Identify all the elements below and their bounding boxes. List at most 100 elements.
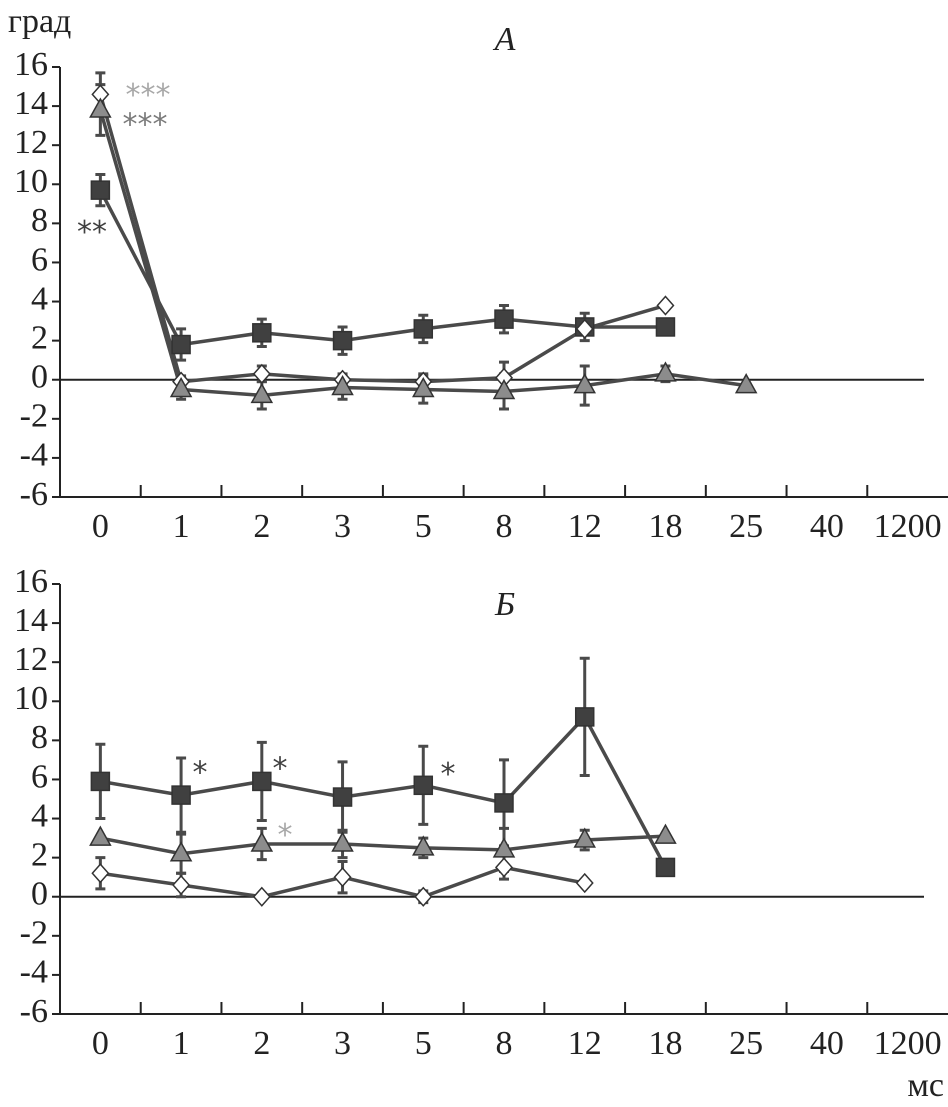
marker-triangle — [492, 378, 516, 400]
x-tick-label: 8 — [496, 508, 513, 545]
y-tick-label: 16 — [14, 563, 48, 600]
x-axis-label: мс — [907, 1067, 944, 1104]
x-tick-label: 1 — [173, 508, 190, 545]
x-tick-label: 40 — [810, 508, 844, 545]
marker-triangle — [250, 831, 274, 852]
marker-square — [252, 323, 272, 343]
series-line — [98, 109, 747, 398]
annotation: * — [273, 751, 288, 786]
marker-diamond — [172, 874, 191, 896]
x-tick-label: 5 — [415, 508, 432, 545]
x-tick-label: 1200 — [874, 1025, 942, 1062]
y-tick-label: 2 — [31, 836, 48, 873]
y-tick-label: -4 — [20, 437, 48, 474]
annotation: ** — [77, 215, 107, 250]
y-tick-label: 8 — [31, 202, 48, 239]
y-tick-label: 10 — [14, 163, 48, 200]
x-tick-label: 12 — [568, 1025, 602, 1062]
x-tick-label: 18 — [648, 1025, 682, 1062]
marker-diamond — [333, 867, 352, 888]
y-tick-label: 12 — [14, 641, 48, 678]
y-axis-label: град — [8, 3, 71, 40]
x-tick-label: 3 — [334, 1025, 351, 1062]
marker-triangle — [573, 827, 597, 848]
x-tick-label: 40 — [810, 1025, 844, 1062]
annotation: * — [441, 757, 456, 792]
x-tick-label: 5 — [415, 1025, 432, 1062]
y-tick-label: 4 — [31, 280, 48, 317]
series-line — [100, 834, 666, 856]
y-tick-label: -4 — [20, 954, 48, 991]
y-tick-label: 12 — [14, 124, 48, 161]
y-tick-label: -2 — [20, 398, 48, 435]
marker-triangle — [331, 375, 354, 396]
marker-diamond — [252, 886, 271, 907]
y-tick-label: 2 — [31, 319, 48, 356]
y-tick-label: 10 — [14, 680, 48, 717]
marker-square — [413, 775, 434, 796]
x-tick-label: 3 — [334, 508, 351, 545]
marker-triangle — [654, 361, 677, 382]
y-tick-label: 14 — [14, 85, 48, 122]
x-tick-label: 12 — [568, 508, 602, 545]
y-tick-label: -6 — [20, 476, 48, 513]
marker-triangle — [331, 831, 354, 852]
marker-square — [90, 180, 111, 200]
marker-diamond — [656, 295, 675, 316]
marker-triangle — [89, 825, 112, 846]
marker-diamond — [575, 318, 594, 340]
x-tick-label: 1 — [173, 1025, 190, 1062]
marker-square — [171, 785, 191, 805]
panel-title: Б — [494, 586, 515, 623]
x-tick-label: 1200 — [874, 508, 942, 545]
annotation: * — [193, 755, 208, 790]
marker-square — [655, 317, 676, 337]
series-line — [98, 189, 666, 347]
marker-square — [171, 334, 191, 355]
x-tick-label: 25 — [729, 1025, 763, 1062]
marker-triangle — [573, 373, 597, 394]
y-tick-label: 0 — [31, 876, 48, 913]
x-tick-label: 2 — [253, 508, 270, 545]
y-tick-label: -6 — [20, 993, 48, 1030]
x-tick-label: 18 — [648, 508, 682, 545]
y-tick-label: 8 — [31, 719, 48, 756]
annotation: * — [278, 818, 293, 853]
y-tick-label: 4 — [31, 797, 48, 834]
marker-square — [655, 857, 676, 878]
marker-triangle — [411, 835, 435, 856]
marker-triangle — [89, 97, 112, 118]
marker-square — [252, 771, 272, 792]
marker-triangle — [169, 841, 193, 862]
y-tick-label: 6 — [31, 241, 48, 278]
series-line — [100, 713, 667, 869]
x-tick-label: 25 — [729, 508, 763, 545]
marker-triangle — [250, 382, 274, 404]
x-tick-label: 8 — [496, 1025, 513, 1062]
panel-title: А — [493, 21, 516, 58]
marker-triangle — [411, 376, 435, 398]
x-tick-label: 2 — [253, 1025, 270, 1062]
marker-square — [90, 771, 111, 792]
marker-square — [494, 793, 514, 813]
y-tick-label: 14 — [14, 602, 48, 639]
marker-square — [574, 707, 595, 727]
marker-square — [332, 330, 353, 351]
marker-triangle — [654, 823, 677, 844]
x-tick-label: 0 — [92, 1025, 109, 1062]
marker-diamond — [414, 886, 433, 907]
y-tick-label: 0 — [31, 359, 48, 396]
marker-square — [332, 787, 353, 807]
marker-triangle — [734, 373, 758, 394]
marker-triangle — [492, 837, 516, 858]
series-line — [98, 93, 666, 384]
marker-square — [494, 309, 514, 329]
marker-square — [413, 319, 434, 339]
y-tick-label: 16 — [14, 46, 48, 83]
x-tick-label: 0 — [92, 508, 109, 545]
annotation: *** — [126, 78, 171, 113]
marker-diamond — [494, 857, 514, 878]
marker-diamond — [91, 863, 110, 884]
annotation: *** — [123, 107, 168, 142]
